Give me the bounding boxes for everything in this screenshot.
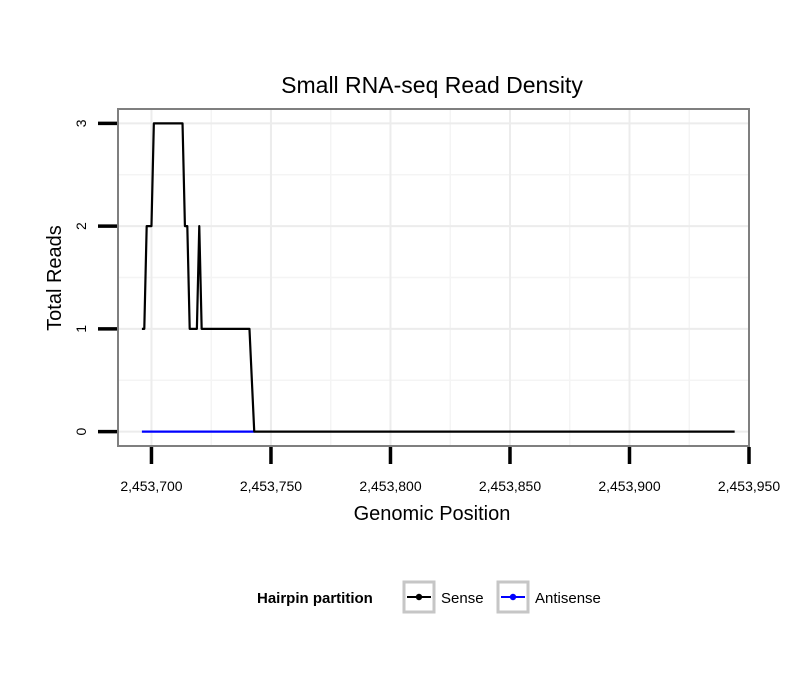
legend-title: Hairpin partition bbox=[257, 590, 373, 607]
y-axis: 0 1 2 3 bbox=[73, 119, 117, 436]
x-axis: 2,453,700 2,453,750 2,453,800 2,453,850 2,45… bbox=[120, 447, 780, 494]
chart-title: Small RNA-seq Read Density bbox=[281, 72, 583, 98]
y-tick-label: 3 bbox=[73, 119, 89, 127]
x-tick-label: 2,453,850 bbox=[479, 478, 541, 494]
y-tick-label: 0 bbox=[73, 428, 89, 436]
y-axis-title: Total Reads bbox=[44, 225, 66, 331]
x-tick-label: 2,453,950 bbox=[718, 478, 780, 494]
x-tick-label: 2,453,700 bbox=[120, 478, 182, 494]
x-tick-label: 2,453,900 bbox=[598, 478, 660, 494]
x-tick-label: 2,453,800 bbox=[359, 478, 421, 494]
legend-label-antisense: Antisense bbox=[535, 590, 601, 607]
y-tick-label: 2 bbox=[73, 222, 89, 230]
legend-key-point-antisense bbox=[509, 593, 517, 601]
grid-lines bbox=[118, 109, 749, 446]
x-tick-label: 2,453,750 bbox=[240, 478, 302, 494]
legend-label-sense: Sense bbox=[441, 590, 484, 607]
series-lines bbox=[141, 122, 735, 433]
plot-panel-border bbox=[117, 108, 750, 447]
y-tick-label: 1 bbox=[73, 325, 89, 333]
series-line-sense bbox=[141, 122, 735, 433]
legend-key-point-sense bbox=[415, 593, 423, 601]
legend: Hairpin partition Sense Antisense bbox=[257, 580, 601, 614]
x-axis-title: Genomic Position bbox=[354, 503, 511, 525]
